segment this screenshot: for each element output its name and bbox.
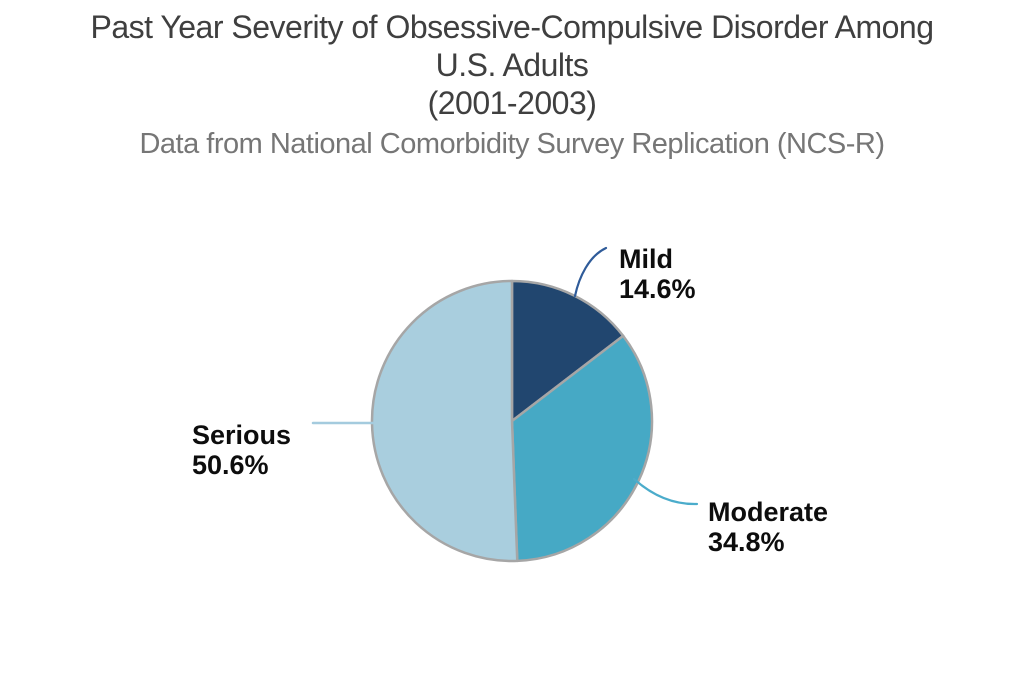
chart-title-line-3: (2001-2003): [427, 85, 597, 121]
pie-slice-mild: [510, 279, 625, 423]
slice-label-mild-value: 14.6%: [619, 274, 696, 304]
chart-subtitle: Data from National Comorbidity Survey Re…: [139, 128, 885, 160]
slice-label-moderate-name: Moderate: [708, 497, 829, 527]
pie-slice-serious: [370, 279, 519, 563]
pie-slice-moderate: [510, 334, 654, 563]
slice-label-moderate-value: 34.8%: [708, 527, 785, 557]
moderate-leader-line: [632, 477, 699, 506]
pie-slices: [370, 279, 654, 563]
slice-label-serious: Serious 50.6%: [192, 420, 291, 480]
slice-label-serious-value: 50.6%: [192, 450, 269, 480]
slice-label-serious-name: Serious: [192, 420, 292, 450]
chart-title-line-1: Past Year Severity of Obsessive-Compulsi…: [90, 9, 935, 45]
slice-label-mild: Mild 14.6%: [619, 244, 696, 304]
chart-title-line-2: U.S. Adults: [435, 47, 589, 83]
slice-label-moderate: Moderate 34.8%: [708, 497, 828, 557]
mild-leader-line: [573, 246, 608, 298]
slice-label-mild-name: Mild: [619, 244, 673, 274]
chart-title: Past Year Severity of Obsessive-Compulsi…: [0, 8, 1024, 122]
